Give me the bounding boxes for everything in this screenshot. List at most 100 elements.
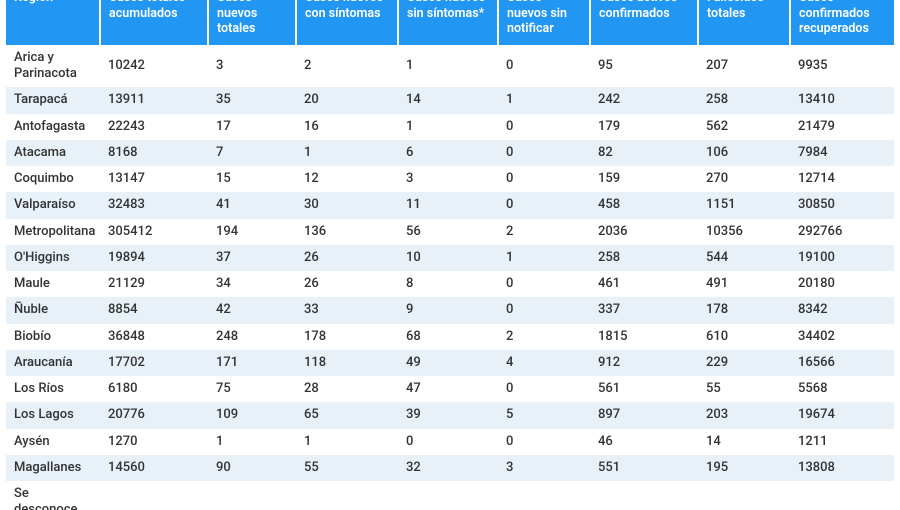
cell: 5 [498, 402, 590, 428]
cell: 0 [498, 376, 590, 402]
cell: 5568 [790, 376, 894, 402]
cell: 1 [208, 429, 296, 455]
cell: 1 [398, 114, 498, 140]
cell: 7 [208, 140, 296, 166]
cell: 6 [398, 140, 498, 166]
cell: 42 [208, 297, 296, 323]
cell: 22243 [100, 114, 208, 140]
cell: 11 [398, 192, 498, 218]
cell: 45 [100, 481, 208, 510]
cell: 1 [498, 87, 590, 113]
cell: 258 [590, 245, 698, 271]
cell: 159 [590, 166, 698, 192]
cell: 15 [208, 166, 296, 192]
cell: 0 [498, 140, 590, 166]
cell: 203 [698, 402, 790, 428]
cell: 0 [208, 481, 296, 510]
cell: 109 [208, 402, 296, 428]
covid-region-table-container: Region Casos totales acumulados Casos nu… [0, 0, 900, 510]
cell: 7984 [790, 140, 894, 166]
cell: 30850 [790, 192, 894, 218]
cell: 65 [296, 402, 398, 428]
cell: 179 [590, 114, 698, 140]
cell: 75 [208, 376, 296, 402]
cell: 13410 [790, 87, 894, 113]
cell: Maule [6, 271, 100, 297]
cell: 20 [296, 87, 398, 113]
col-casos-totales-acumulados: Casos totales acumulados [100, 0, 208, 45]
cell: Coquimbo [6, 166, 100, 192]
cell: 2 [498, 324, 590, 350]
cell: 19674 [790, 402, 894, 428]
cell: 13911 [100, 87, 208, 113]
col-casos-activos-confirmados: Casos activos confirmados [590, 0, 698, 45]
cell: 14560 [100, 455, 208, 481]
table-row: Los Ríos61807528470561555568 [6, 376, 894, 402]
cell: 610 [698, 324, 790, 350]
cell: 178 [698, 297, 790, 323]
cell: 1211 [790, 429, 894, 455]
cell: Biobío [6, 324, 100, 350]
cell: 49 [398, 350, 498, 376]
cell: 16 [296, 114, 398, 140]
cell: 33 [296, 297, 398, 323]
cell: 194 [208, 219, 296, 245]
table-row: Metropolitana305412194136562203610356292… [6, 219, 894, 245]
cell: 0 [498, 192, 590, 218]
cell: 2 [296, 45, 398, 88]
cell: Metropolitana [6, 219, 100, 245]
cell: 34402 [790, 324, 894, 350]
cell: 1270 [100, 429, 208, 455]
cell: Los Lagos [6, 402, 100, 428]
cell: 229 [698, 350, 790, 376]
cell: 0 [398, 481, 498, 510]
cell: 0 [498, 429, 590, 455]
cell: 1815 [590, 324, 698, 350]
cell: 3 [498, 455, 590, 481]
cell: 26 [296, 271, 398, 297]
table-row: Magallanes14560905532355119513808 [6, 455, 894, 481]
cell: 8854 [100, 297, 208, 323]
col-casos-confirmados-recuperados: Casos confirmados recuperados [790, 0, 894, 45]
col-casos-nuevos-sin-sintomas: Casos nuevos sin síntomas* [398, 0, 498, 45]
cell: 8 [398, 271, 498, 297]
cell: 14 [398, 87, 498, 113]
cell: 0 [498, 297, 590, 323]
cell: 8168 [100, 140, 208, 166]
col-casos-nuevos-sin-notificar: Casos nuevos sin notificar [498, 0, 590, 45]
cell: 20180 [790, 271, 894, 297]
table-row: Aysén1270110046141211 [6, 429, 894, 455]
cell: 12714 [790, 166, 894, 192]
cell: 26 [296, 245, 398, 271]
cell: 270 [698, 166, 790, 192]
cell: 1 [398, 45, 498, 88]
cell: 305412 [100, 219, 208, 245]
cell: 14 [698, 429, 790, 455]
table-row: Arica y Parinacota102423210952079935 [6, 45, 894, 88]
cell: Araucanía [6, 350, 100, 376]
cell: 0 [498, 271, 590, 297]
col-region: Region [6, 0, 100, 45]
cell: 1151 [698, 192, 790, 218]
cell: 32 [398, 455, 498, 481]
cell: 897 [590, 402, 698, 428]
cell: 337 [590, 297, 698, 323]
cell: 544 [698, 245, 790, 271]
cell: 21479 [790, 114, 894, 140]
cell: 118 [296, 350, 398, 376]
cell: 10242 [100, 45, 208, 88]
cell: 461 [590, 271, 698, 297]
cell: Se desconoce región de origen [6, 481, 100, 510]
cell: 171 [208, 350, 296, 376]
cell: Arica y Parinacota [6, 45, 100, 88]
cell: 242 [590, 87, 698, 113]
cell: 47 [398, 376, 498, 402]
cell: 4 [498, 350, 590, 376]
table-row: Biobío36848248178682181561034402 [6, 324, 894, 350]
cell: 30 [296, 192, 398, 218]
cell: 82 [590, 140, 698, 166]
cell: 90 [208, 455, 296, 481]
cell: 41 [208, 192, 296, 218]
cell: 10356 [698, 219, 790, 245]
cell: 9 [398, 297, 498, 323]
